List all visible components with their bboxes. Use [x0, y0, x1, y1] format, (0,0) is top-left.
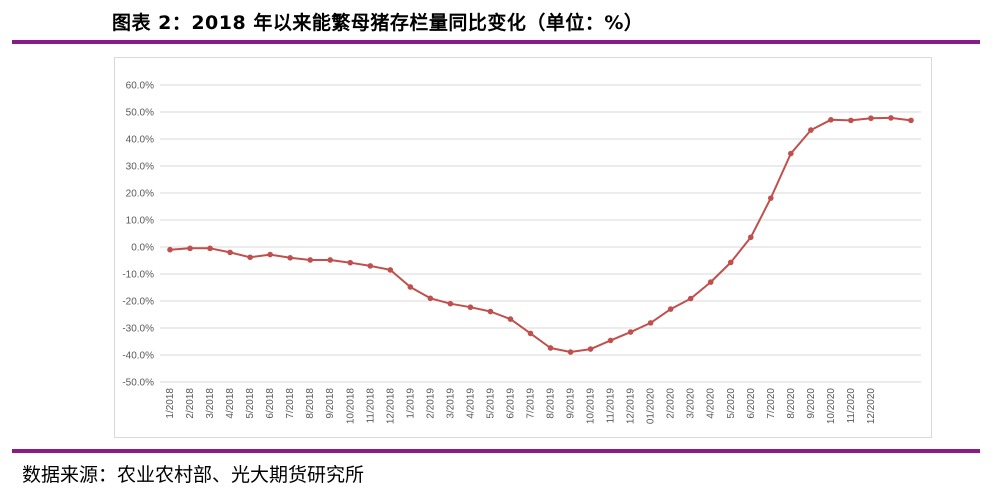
line-chart: 60.0% 50.0% 40.0% 30.0% 20.0% 10.0% 0.0% -10.0%… [122, 81, 921, 425]
data-point [447, 300, 454, 307]
bottom-divider [12, 449, 980, 453]
y-tick-label: 10.0% [126, 216, 154, 227]
page-title: 图表 2：2018 年以来能繁母猪存栏量同比变化（单位：%） [112, 12, 644, 34]
x-tick-label: 6/2020 [746, 388, 757, 419]
data-point [547, 345, 554, 351]
x-tick-label: 12/2018 [385, 388, 396, 425]
data-point [587, 346, 594, 352]
x-tick-label: 11/2019 [606, 388, 617, 424]
data-point [347, 259, 354, 266]
data-point [627, 329, 634, 335]
data-point [788, 150, 794, 157]
top-divider [12, 40, 980, 44]
data-point [868, 115, 874, 122]
x-tick-label: 2/2018 [185, 388, 196, 419]
data-point [247, 254, 253, 261]
x-tick-label: 3/2020 [686, 388, 697, 419]
x-tick-label: 1/2018 [165, 388, 176, 419]
x-tick-label: 9/2018 [325, 388, 336, 419]
data-point [567, 349, 574, 355]
data-point [888, 115, 894, 121]
x-tick-label: 8/2020 [786, 388, 797, 419]
data-point [848, 117, 854, 124]
x-tick-label: 7/2019 [525, 388, 536, 419]
y-tick-label: -30.0% [122, 324, 154, 335]
x-tick-label: 7/2020 [766, 388, 777, 419]
data-point [727, 259, 734, 266]
y-tick-label: -50.0% [122, 378, 154, 389]
x-tick-label: 5/2018 [245, 388, 256, 419]
series-line [169, 116, 912, 353]
x-tick-label: 2/2020 [666, 388, 677, 419]
x-tick-label: 5/2020 [726, 388, 737, 419]
data-point [507, 316, 514, 322]
x-tick-label: 11/2018 [365, 388, 376, 424]
y-tick-label: 20.0% [126, 189, 154, 200]
data-point [227, 249, 233, 256]
y-tick-label: 40.0% [126, 135, 154, 146]
data-point [647, 320, 654, 326]
data-point [327, 257, 334, 263]
data-point [167, 246, 173, 253]
data-point [768, 195, 774, 201]
x-tick-label: 10/2018 [345, 388, 356, 425]
y-tick-label: 30.0% [126, 162, 154, 173]
data-point [387, 267, 394, 273]
x-tick-label: 01/2020 [646, 388, 657, 425]
chart-frame: 60.0% 50.0% 40.0% 30.0% 20.0% 10.0% 0.0% -10.0%… [114, 57, 932, 438]
x-tick-label: 1/2019 [405, 388, 416, 419]
data-point [707, 279, 714, 285]
x-tick-label: 9/2019 [566, 388, 577, 419]
data-point [427, 295, 434, 302]
x-tick-label: 12/2020 [866, 388, 877, 425]
x-tick-label: 4/2018 [225, 388, 236, 419]
x-tick-label: 3/2019 [445, 388, 456, 419]
data-point [828, 117, 834, 123]
x-tick-label: 5/2019 [485, 388, 496, 419]
data-point [667, 306, 674, 312]
data-point [407, 284, 414, 290]
x-tick-label: 10/2019 [586, 388, 597, 425]
data-point [527, 330, 534, 337]
x-tick-label: 6/2018 [265, 388, 276, 419]
data-point [207, 245, 213, 252]
x-tick-label: 12/2019 [626, 388, 637, 425]
x-tick-label: 9/2020 [806, 388, 817, 419]
data-point [367, 263, 374, 269]
data-point [187, 245, 193, 252]
x-tick-label: 8/2018 [305, 388, 316, 419]
data-point [307, 257, 313, 263]
data-point [747, 234, 754, 241]
x-tick-label: 8/2019 [546, 388, 557, 419]
x-tick-label: 2/2019 [425, 388, 436, 419]
y-tick-label: -20.0% [122, 297, 154, 308]
data-point [808, 127, 814, 133]
x-tick-label: 11/2020 [846, 388, 857, 424]
data-point [287, 255, 293, 261]
y-tick-label: 0.0% [131, 243, 154, 254]
x-tick-label: 7/2018 [285, 388, 296, 419]
data-point [908, 117, 914, 124]
data-point [487, 308, 494, 315]
y-tick-label: -40.0% [122, 351, 154, 362]
y-tick-label: 50.0% [126, 108, 154, 119]
y-tick-label: 60.0% [126, 81, 154, 92]
x-tick-label: 6/2019 [505, 388, 516, 419]
x-tick-label: 3/2018 [205, 388, 216, 419]
data-point [607, 337, 614, 344]
data-point [467, 304, 474, 311]
data-point [267, 251, 273, 258]
x-tick-label: 4/2019 [465, 388, 476, 419]
data-point [687, 295, 694, 302]
y-tick-label: -10.0% [122, 270, 154, 281]
x-tick-label: 4/2020 [706, 388, 717, 419]
data-source: 数据来源：农业农村部、光大期货研究所 [22, 464, 365, 486]
x-tick-label: 10/2020 [826, 388, 837, 425]
